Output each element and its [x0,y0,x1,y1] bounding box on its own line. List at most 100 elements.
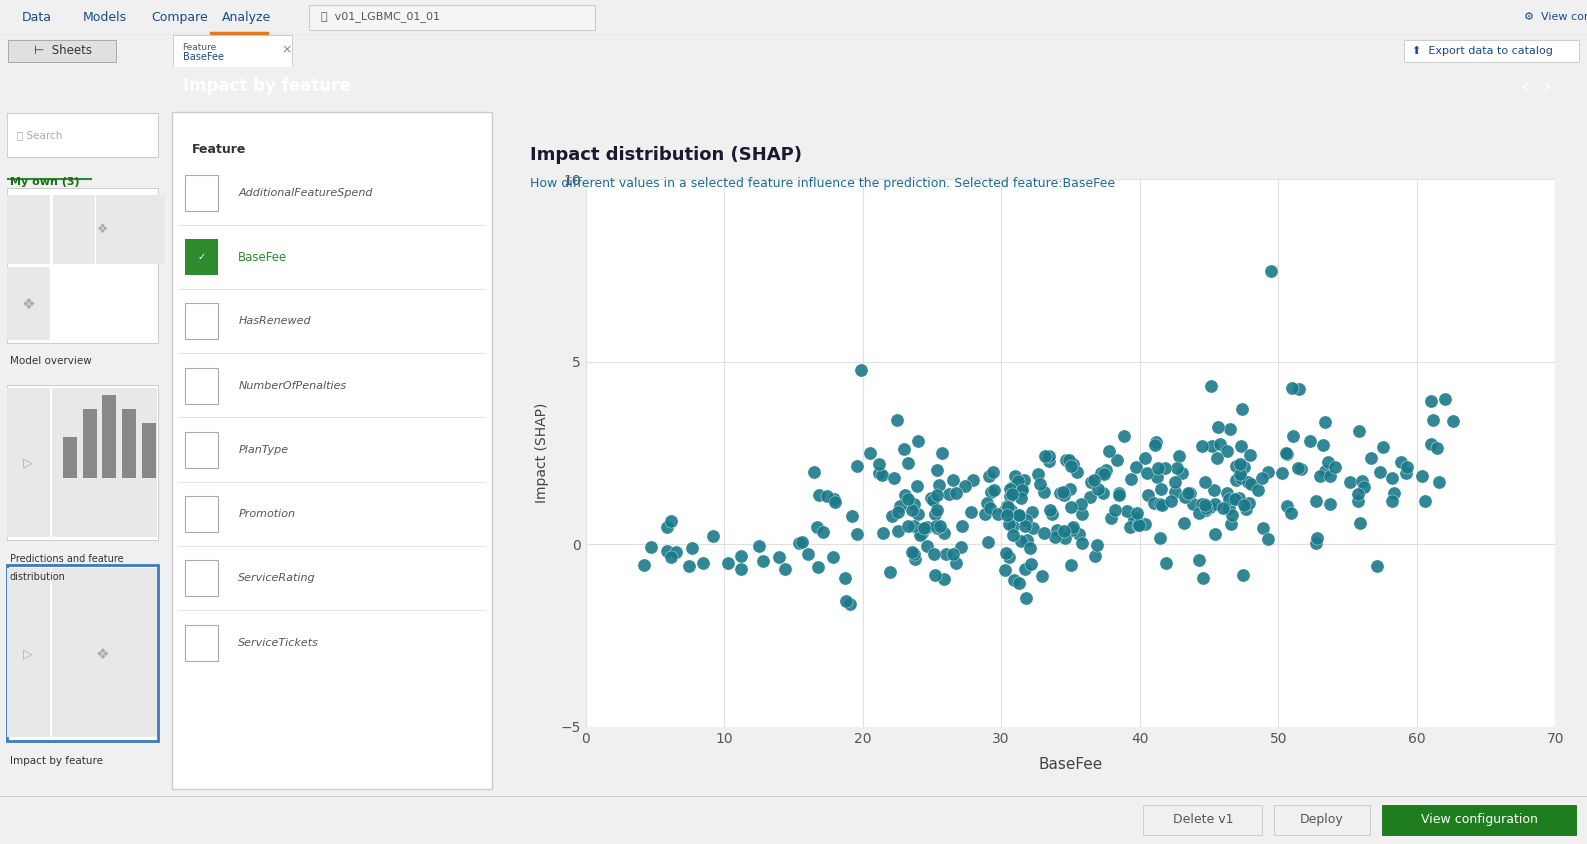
Point [1000,528,1025,542]
Point [901,547,927,560]
Point [1201,484,1227,497]
Point [995,500,1020,514]
Point [833,595,859,609]
Bar [186,239,219,275]
Point [1365,559,1390,572]
Point [1054,453,1079,467]
Point [820,550,846,564]
Point [901,552,927,565]
Point [1144,436,1170,449]
Point [1162,475,1187,489]
Bar [186,432,219,468]
Point [690,556,716,570]
Point [886,524,911,538]
Point [1006,576,1032,589]
Text: Feature: Feature [192,143,246,156]
Point [790,536,816,549]
Point [1351,480,1376,494]
Bar [8,268,49,340]
Point [822,495,847,508]
Text: ‹: ‹ [1520,76,1530,96]
Point [927,479,952,492]
Point [1370,441,1395,454]
Text: ⬆  Export data to catalog: ⬆ Export data to catalog [1412,46,1554,56]
Point [870,468,895,482]
Point [1227,491,1252,505]
Text: ❖: ❖ [97,223,108,235]
Point [1206,420,1232,434]
Text: Predictions and feature: Predictions and feature [10,555,124,564]
Point [887,500,913,513]
Point [1098,511,1124,525]
Point [1032,526,1057,539]
Point [1203,497,1228,511]
Bar [186,496,219,532]
Point [1216,492,1241,506]
Point [941,473,966,487]
Point [1043,530,1068,544]
Point [1427,475,1452,489]
Point [1393,466,1419,479]
Point [884,414,909,427]
Text: ⊢  Sheets: ⊢ Sheets [35,44,92,57]
Point [997,550,1022,564]
Point [832,571,857,585]
Point [679,541,705,555]
Bar [6,188,159,344]
Point [1433,392,1458,406]
Point [1132,451,1157,464]
Point [1166,449,1192,463]
Point [1214,486,1239,500]
Point [1152,462,1178,475]
Point [1111,430,1136,443]
Point [1144,470,1170,484]
Point [1052,531,1078,544]
Point [1057,483,1082,496]
Point [911,522,936,535]
Point [1238,448,1263,462]
Point [936,487,962,500]
Point [1006,474,1032,488]
Point [909,526,935,539]
Point [1270,467,1295,480]
Point [1006,508,1032,522]
Point [1127,518,1152,532]
Point [1171,516,1197,529]
Bar [309,5,595,30]
Point [920,493,946,506]
Point [659,550,684,564]
Point [978,485,1003,499]
Text: ›: › [1543,76,1552,96]
Point [1224,459,1249,473]
Point [959,506,984,519]
Point [932,527,957,540]
Point [1059,523,1084,537]
Text: Analyze: Analyze [222,11,271,24]
Point [1312,465,1338,479]
Point [1114,505,1139,518]
Point [814,490,840,503]
Point [1020,522,1046,535]
Point [751,555,776,568]
Point [1000,519,1025,533]
Point [840,510,865,523]
Point [1051,524,1076,538]
Point [1273,446,1298,459]
Point [995,500,1020,513]
Point [1143,439,1168,452]
Point [728,549,754,563]
Point [1051,485,1076,499]
Bar [1382,805,1576,836]
Bar [186,368,219,403]
Point [1173,490,1198,504]
Point [1279,381,1305,395]
Point [1358,451,1384,464]
Point [654,520,679,533]
Point [1317,469,1343,483]
Point [1120,512,1146,526]
Point [1070,507,1095,521]
Point [1017,557,1043,571]
Point [925,522,951,535]
Point [1349,474,1374,488]
Text: ▷: ▷ [24,457,33,469]
